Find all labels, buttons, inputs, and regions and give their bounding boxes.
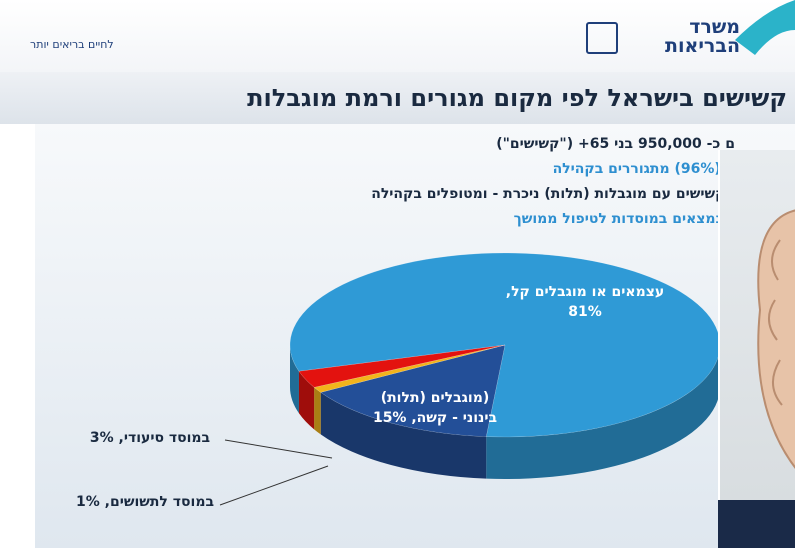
header — [0, 0, 795, 72]
leader-line — [219, 465, 329, 506]
leader-line — [224, 439, 333, 459]
slice-label: במוסד סיעודי, 3% — [75, 428, 225, 448]
slice-label: עצמאים או מוגבלים קל, 81% — [500, 282, 670, 322]
logo: משרד הבריאות — [664, 16, 740, 57]
slide-title: קשישים בישראל לפי מקום מגורים ורמת מוגבל… — [247, 84, 787, 112]
pie-slice-side — [290, 345, 299, 414]
pie-slice-side — [314, 387, 321, 435]
bullet: ד נמצאים במוסדות לטיפול ממושך — [513, 211, 735, 227]
pie-slice — [289, 252, 721, 438]
pie-slice-side — [320, 392, 487, 479]
slice-category: במוסד לתשושים, — [104, 494, 214, 510]
slice-category: במוסד סיעודי, — [118, 430, 211, 446]
pie-slice-side — [486, 345, 720, 479]
pie-slice — [313, 344, 506, 393]
bullet: ם כ- 950,000 בני 65+ ("קשישים") — [496, 136, 735, 152]
slice-value-label: 3% — [89, 430, 114, 446]
logo-bird — [735, 0, 795, 55]
slogan: לחיים בריאים יותר — [30, 38, 114, 51]
slice-value-label: 1% — [75, 494, 100, 510]
slice-category: (מוגבלים (תלות) בינוני - קשה, — [380, 390, 498, 426]
slice-value-label: 81% — [568, 304, 602, 320]
slice-value-label: 15% — [372, 410, 407, 426]
pie-slice — [320, 344, 506, 437]
slice-label: במוסד לתשושים, 1% — [70, 492, 220, 512]
emblem — [586, 22, 618, 54]
image-frame — [718, 500, 795, 548]
brain-image — [718, 150, 795, 500]
brain-drawing — [757, 209, 795, 469]
bullet: הקשישים עם מוגבלות (תלות) ניכרת - ומטופל… — [371, 186, 735, 202]
pie-slice — [298, 344, 506, 388]
pie-slice-side — [298, 371, 315, 430]
slice-label: (מוגבלים (תלות) בינוני - קשה, 15% — [370, 388, 500, 428]
title-bar — [0, 72, 795, 124]
slice-category: עצמאים או מוגבלים קל, — [505, 284, 665, 300]
